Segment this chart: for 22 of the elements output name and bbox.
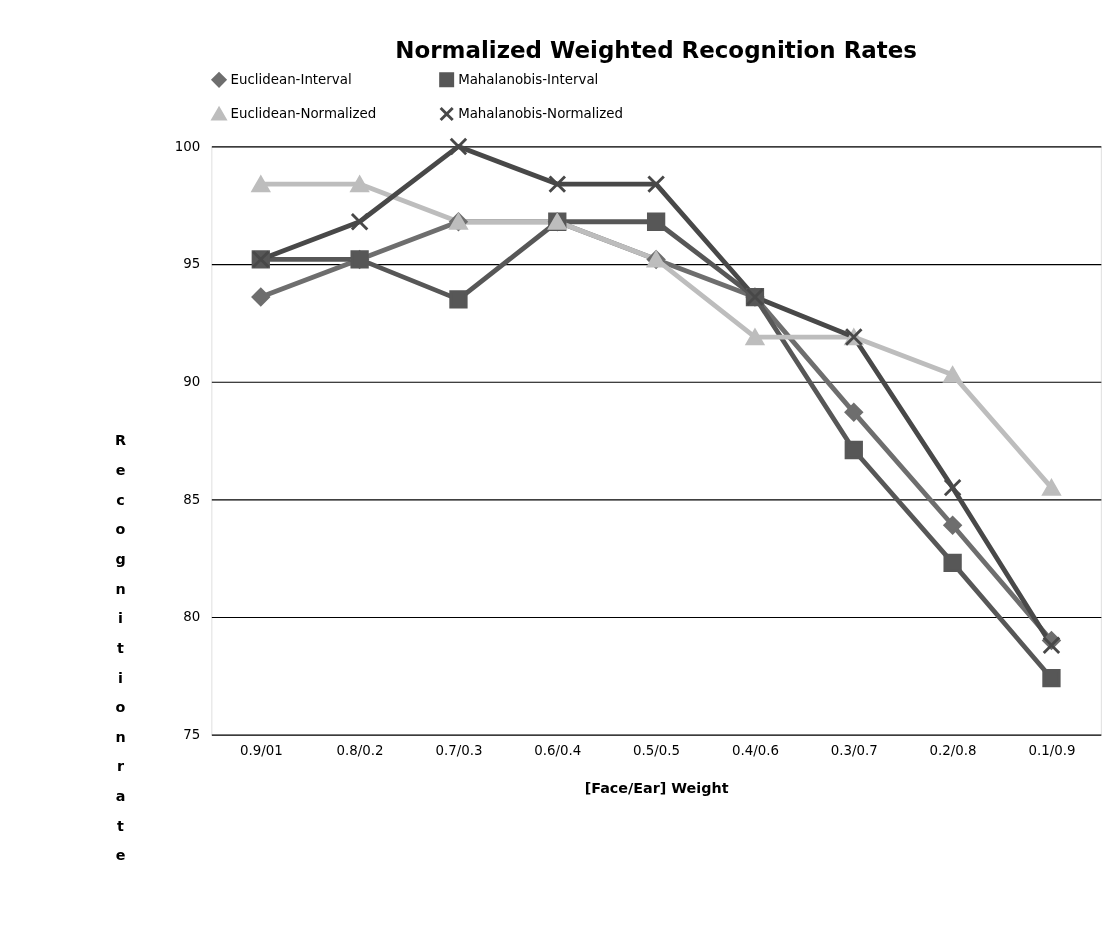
y-tick-label: 75 bbox=[183, 726, 201, 742]
y-tick-label: 85 bbox=[183, 491, 201, 507]
y-tick-label: 100 bbox=[174, 138, 201, 154]
x-tick-label: 0.4/0.6 bbox=[731, 743, 779, 759]
y-tick-label: 90 bbox=[183, 374, 201, 390]
x-tick-label: 0.8/0.2 bbox=[336, 743, 384, 759]
legend-label: Mahalanobis-Normalized bbox=[458, 105, 623, 121]
x-tick-label: 0.5/0.5 bbox=[633, 743, 681, 759]
text: Recognition rate bbox=[114, 432, 127, 864]
legend-label: Euclidean-Interval bbox=[230, 71, 352, 87]
x-tick-label: 0.9/01 bbox=[239, 743, 283, 759]
chart-title: Normalized Weighted Recognition Rates bbox=[395, 36, 917, 63]
y-tick-label: 95 bbox=[183, 256, 201, 272]
x-tick-label: 0.1/0.9 bbox=[1028, 743, 1076, 759]
x-tick-label: 0.7/0.3 bbox=[435, 743, 483, 759]
x-tick-label: 0.6/0.4 bbox=[534, 743, 582, 759]
legend-label: Mahalanobis-Interval bbox=[458, 71, 599, 87]
legend-label: Euclidean-Normalized bbox=[230, 105, 377, 121]
x-tick-label: 0.2/0.8 bbox=[929, 743, 977, 759]
x-axis-title: [Face/Ear] Weight bbox=[584, 780, 729, 797]
y-tick-label: 80 bbox=[183, 609, 201, 625]
x-tick-label: 0.3/0.7 bbox=[830, 743, 878, 759]
